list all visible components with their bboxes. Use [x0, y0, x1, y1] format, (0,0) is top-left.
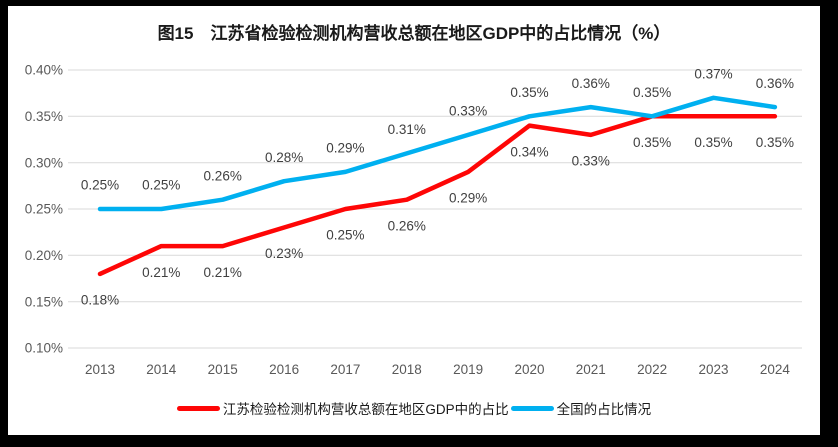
y-axis-tick-label: 0.20% [25, 248, 63, 263]
data-label-national: 0.33% [449, 104, 487, 119]
x-axis-tick-label: 2020 [514, 362, 544, 377]
data-label-national: 0.25% [81, 178, 119, 193]
data-label-jiangsu: 0.35% [633, 135, 671, 150]
data-label-jiangsu: 0.25% [326, 228, 364, 243]
y-axis-tick-label: 0.25% [25, 202, 63, 217]
x-axis-tick-label: 2013 [85, 362, 115, 377]
data-label-jiangsu: 0.35% [756, 135, 794, 150]
data-label-national: 0.31% [388, 122, 426, 137]
data-label-jiangsu: 0.33% [572, 154, 610, 169]
x-axis-tick-label: 2017 [330, 362, 360, 377]
data-label-jiangsu: 0.29% [449, 191, 487, 206]
data-label-jiangsu: 0.26% [388, 218, 426, 233]
x-axis-tick-label: 2015 [208, 362, 238, 377]
data-label-national: 0.28% [265, 150, 303, 165]
legend-label-jiangsu: 江苏检验检测机构营收总额在地区GDP中的占比 [222, 402, 509, 417]
y-axis-tick-label: 0.10% [25, 341, 63, 356]
data-label-jiangsu: 0.35% [694, 135, 732, 150]
x-axis-tick-label: 2016 [269, 362, 299, 377]
chart-title: 图15 江苏省检验检测机构营收总额在地区GDP中的占比情况（%） [157, 24, 671, 43]
data-label-national: 0.29% [326, 141, 364, 156]
data-label-jiangsu: 0.21% [142, 265, 180, 280]
data-label-national: 0.36% [572, 76, 610, 91]
data-label-national: 0.37% [694, 67, 732, 82]
y-axis-tick-label: 0.35% [25, 109, 63, 124]
data-label-national: 0.36% [756, 76, 794, 91]
data-label-jiangsu: 0.23% [265, 246, 303, 261]
data-label-national: 0.25% [142, 178, 180, 193]
y-axis-tick-label: 0.40% [25, 63, 63, 78]
data-label-jiangsu: 0.18% [81, 293, 119, 308]
chart-canvas: 图15 江苏省检验检测机构营收总额在地区GDP中的占比情况（%） 江苏检验检测机… [8, 6, 820, 435]
x-axis-tick-label: 2022 [637, 362, 667, 377]
legend-label-national: 全国的占比情况 [556, 402, 652, 417]
legend-item-national: 全国的占比情况 [510, 398, 652, 418]
y-axis-tick-label: 0.15% [25, 294, 63, 309]
x-axis-tick-label: 2021 [576, 362, 606, 377]
x-axis-tick-label: 2023 [698, 362, 728, 377]
legend-item-jiangsu: 江苏检验检测机构营收总额在地区GDP中的占比 [176, 398, 509, 418]
data-label-jiangsu: 0.21% [204, 265, 242, 280]
x-axis-tick-label: 2018 [392, 362, 422, 377]
data-label-national: 0.26% [204, 168, 242, 183]
series-line-jiangsu [97, 114, 778, 277]
legend-line-swatch-jiangsu [176, 405, 220, 411]
data-label-national: 0.35% [633, 85, 671, 100]
x-axis-tick-label: 2024 [760, 362, 791, 377]
chart-legend: 江苏检验检测机构营收总额在地区GDP中的占比 全国的占比情况 [8, 399, 820, 417]
legend-line-swatch-national [510, 405, 554, 411]
x-axis-tick-label: 2019 [453, 362, 483, 377]
data-label-jiangsu: 0.34% [510, 144, 548, 159]
series-line-national [97, 95, 778, 212]
y-axis-tick-label: 0.30% [25, 155, 63, 170]
data-label-national: 0.35% [510, 85, 548, 100]
x-axis-tick-label: 2014 [146, 362, 177, 377]
